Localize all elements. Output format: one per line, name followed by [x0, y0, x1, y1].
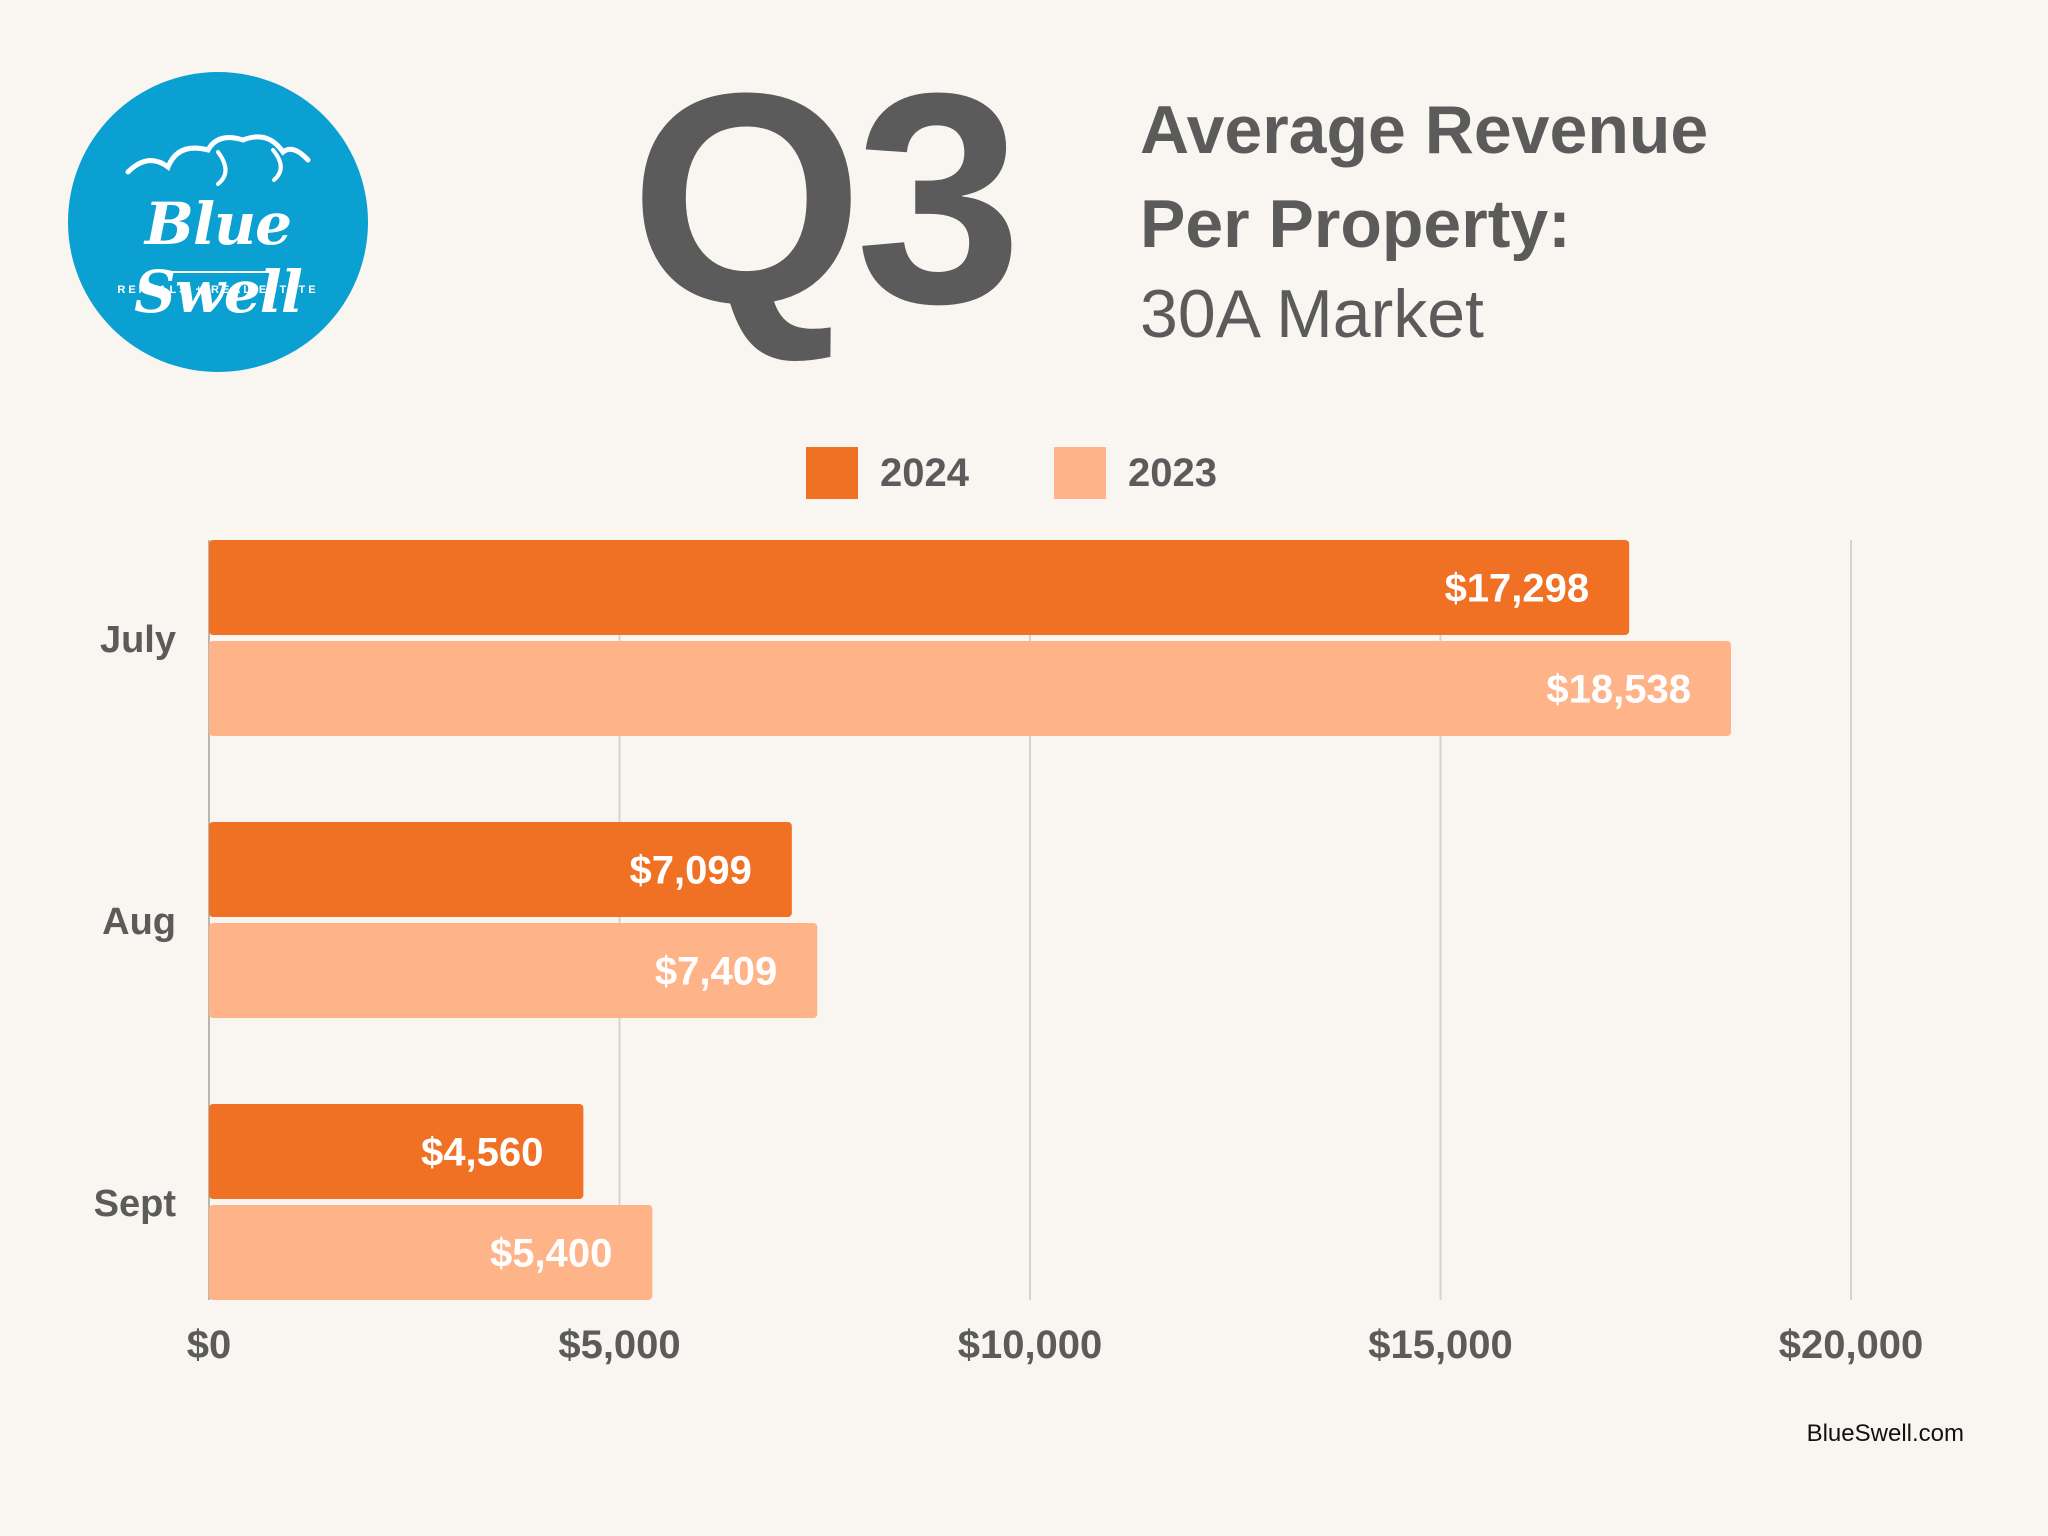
x-tick-label: $20,000 — [1779, 1323, 1924, 1367]
data-label: $18,538 — [1546, 668, 1691, 712]
x-tick-label: $0 — [187, 1323, 232, 1367]
data-label: $17,298 — [1445, 567, 1590, 611]
legend-swatch-2024 — [806, 447, 858, 499]
data-label: $7,409 — [655, 950, 777, 994]
bar-july-2023 — [209, 641, 1731, 736]
legend-item-2024: 2024 — [806, 446, 969, 500]
legend-label-2023: 2023 — [1128, 450, 1217, 495]
data-label: $7,099 — [629, 849, 751, 893]
blue-swell-logo: Blue Swell RENTALS + REAL ESTATE — [68, 72, 368, 372]
legend-swatch-2023 — [1054, 447, 1106, 499]
legend-label-2024: 2024 — [880, 450, 969, 495]
category-label: Sept — [94, 1183, 177, 1225]
data-label: $4,560 — [421, 1131, 543, 1175]
bar-aug-2024 — [209, 822, 792, 917]
logo-tagline: RENTALS + REAL ESTATE — [117, 284, 319, 296]
legend-item-2023: 2023 — [1054, 446, 1217, 500]
bar-sept-2023 — [209, 1205, 653, 1300]
website-link[interactable]: BlueSwell.com — [1806, 1420, 1964, 1447]
bar-aug-2023 — [209, 923, 818, 1018]
bar-july-2024 — [209, 540, 1630, 635]
logo-name: Blue Swell — [134, 190, 303, 326]
category-label: July — [100, 619, 176, 661]
x-tick-label: $5,000 — [558, 1323, 680, 1367]
x-tick-label: $10,000 — [958, 1323, 1103, 1367]
bar-chart: $17,298 $18,538 July $7,099 $7,409 Aug $4,560 $… — [94, 540, 1924, 1367]
page-title-line2: Per Property: — [1140, 186, 1571, 262]
bar-sept-2024 — [209, 1104, 584, 1199]
x-tick-label: $15,000 — [1368, 1323, 1513, 1367]
quarter-label: Q3 — [630, 30, 1022, 366]
data-label: $5,400 — [490, 1232, 612, 1276]
page-subtitle: 30A Market — [1140, 276, 1484, 352]
category-label: Aug — [102, 901, 176, 943]
page-title-line1: Average Revenue — [1140, 92, 1709, 168]
wave-icon — [125, 134, 311, 273]
